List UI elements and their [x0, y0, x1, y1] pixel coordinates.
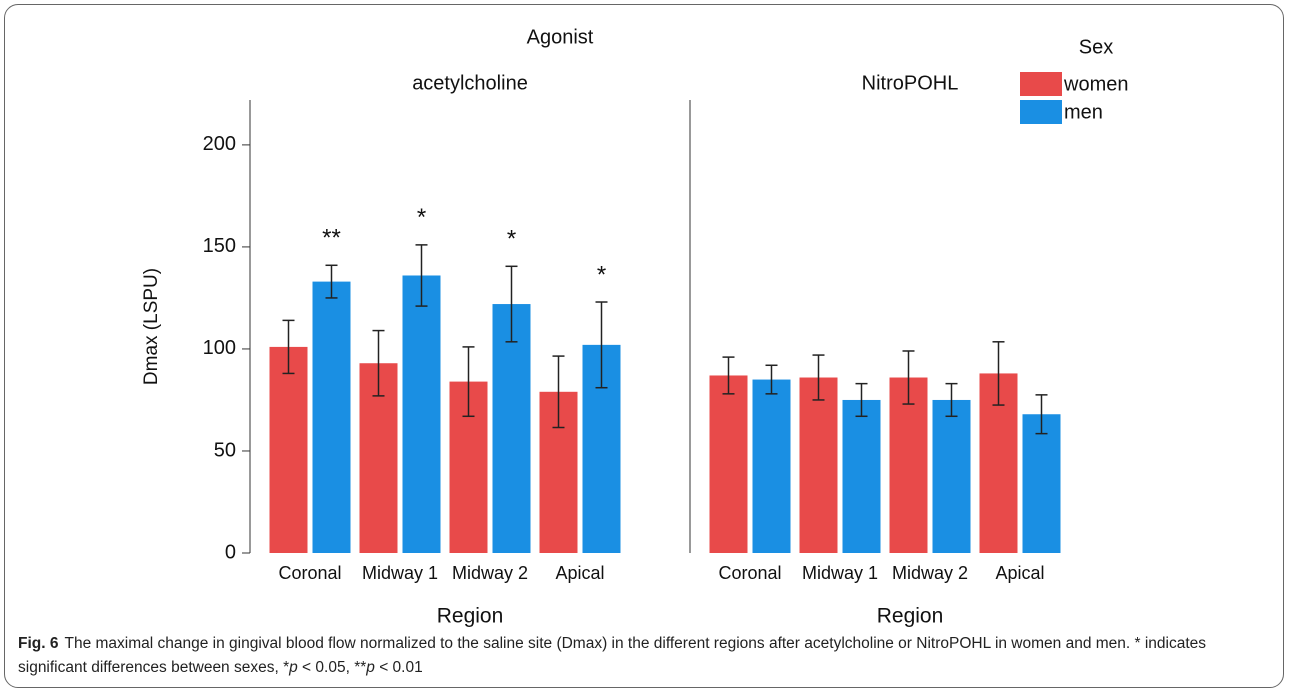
y-tick-label: 100: [203, 337, 236, 359]
significance-label: *: [597, 261, 606, 288]
x-tick-label: Coronal: [278, 563, 341, 583]
y-axis-label: Dmax (LSPU): [141, 268, 162, 385]
x-tick-label: Midway 1: [362, 563, 438, 583]
bar: [799, 377, 838, 553]
x-axis-label: Region: [877, 605, 944, 628]
y-tick-label: 0: [225, 541, 236, 563]
x-tick-label: Apical: [995, 563, 1044, 583]
error-bar: [902, 350, 915, 405]
error-bar: [325, 264, 338, 299]
error-bar: [945, 382, 958, 418]
x-tick-label: Midway 2: [452, 563, 528, 583]
chart: Agonist Sex women men acetylcholine 0 50 100 1…: [141, 26, 1129, 628]
bar: [269, 346, 308, 553]
bar: [1022, 414, 1061, 553]
legend-label: men: [1064, 101, 1103, 123]
bar: [842, 399, 881, 553]
bar: [752, 379, 791, 553]
significance-label: *: [417, 204, 426, 231]
caption-text: < 0.05, **: [297, 659, 367, 676]
x-axis-label: Region: [437, 605, 504, 628]
error-bar: [372, 329, 385, 397]
error-bar: [462, 346, 475, 418]
chart-title: Agonist: [527, 26, 594, 48]
legend-swatch: [1020, 100, 1062, 124]
y-tick-label: 150: [203, 235, 236, 257]
caption-text: p: [366, 659, 375, 676]
error-bar: [595, 301, 608, 389]
panel-title: NitroPOHL: [862, 72, 959, 94]
y-tick-label: 50: [214, 439, 236, 461]
error-bar: [1035, 394, 1048, 435]
error-bar: [505, 265, 518, 343]
legend-swatch: [1020, 72, 1062, 96]
legend-label: women: [1063, 73, 1128, 95]
error-bar: [992, 341, 1005, 406]
caption-text: p: [289, 659, 298, 676]
error-bar: [812, 354, 825, 401]
error-bar: [855, 382, 868, 418]
caption-text: The maximal change in gingival blood flo…: [18, 635, 1207, 676]
x-tick-label: Coronal: [718, 563, 781, 583]
x-tick-label: Apical: [555, 563, 604, 583]
x-tick-label: Midway 2: [892, 563, 968, 583]
significance-label: **: [322, 225, 341, 252]
figure-frame: [4, 4, 1284, 688]
error-bar: [722, 356, 735, 395]
bar: [709, 375, 748, 553]
error-bar: [765, 364, 778, 395]
error-bar: [282, 319, 295, 375]
x-tick-label: Midway 1: [802, 563, 878, 583]
caption-label: Fig. 6: [18, 635, 59, 652]
error-bar: [552, 355, 565, 429]
significance-label: *: [507, 226, 516, 253]
panel-title: acetylcholine: [412, 72, 528, 94]
bar: [932, 399, 971, 553]
bar: [492, 304, 531, 553]
caption: Fig. 6 The maximal change in gingival blo…: [18, 632, 1268, 680]
y-tick-label: 200: [203, 133, 236, 155]
bar: [889, 377, 928, 553]
bar: [402, 275, 441, 553]
legend-title: Sex: [1079, 36, 1113, 58]
caption-text: < 0.01: [374, 659, 423, 676]
error-bar: [415, 244, 428, 307]
bar: [312, 281, 351, 553]
